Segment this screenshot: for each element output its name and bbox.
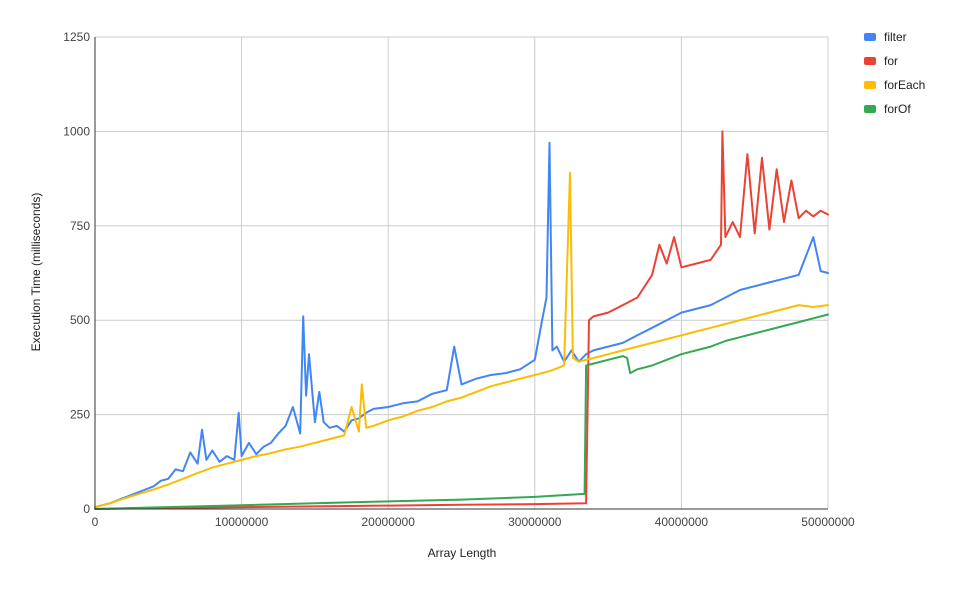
x-tick-label: 50000000 [801,515,855,529]
series-line-forEach [94,171,829,509]
series-line-filter [94,141,829,509]
axes [94,37,828,510]
y-tick-label: 750 [70,219,90,233]
legend-label: forOf [884,102,911,116]
legend-label: for [884,54,898,68]
legend-swatch [864,105,876,113]
legend-swatch [864,81,876,89]
y-tick-label: 1250 [63,30,90,44]
x-tick-label: 40000000 [655,515,709,529]
y-axis-title: Execution Time (milliseconds) [29,193,43,352]
y-tick-label: 250 [70,408,90,422]
x-tick-label: 30000000 [508,515,562,529]
x-tick-label: 10000000 [215,515,269,529]
x-tick-labels: 0 10000000 20000000 30000000 40000000 5000000… [92,515,855,529]
y-tick-label: 0 [83,502,90,516]
grid [95,36,829,509]
legend-label: forEach [884,78,925,92]
y-tick-label: 1000 [63,124,90,138]
legend-swatch [864,57,876,65]
legend: filter for forEach forOf [864,30,925,116]
legend-swatch [864,33,876,41]
series-line-forOf [94,313,829,510]
series-line-for [94,130,829,510]
y-tick-label: 500 [70,313,90,327]
series-layer [94,130,829,510]
x-tick-label: 20000000 [362,515,416,529]
y-tick-labels: 0 250 500 750 1000 1250 [63,30,90,516]
legend-label: filter [884,30,907,44]
x-axis-title: Array Length [428,546,497,560]
x-tick-label: 0 [92,515,99,529]
